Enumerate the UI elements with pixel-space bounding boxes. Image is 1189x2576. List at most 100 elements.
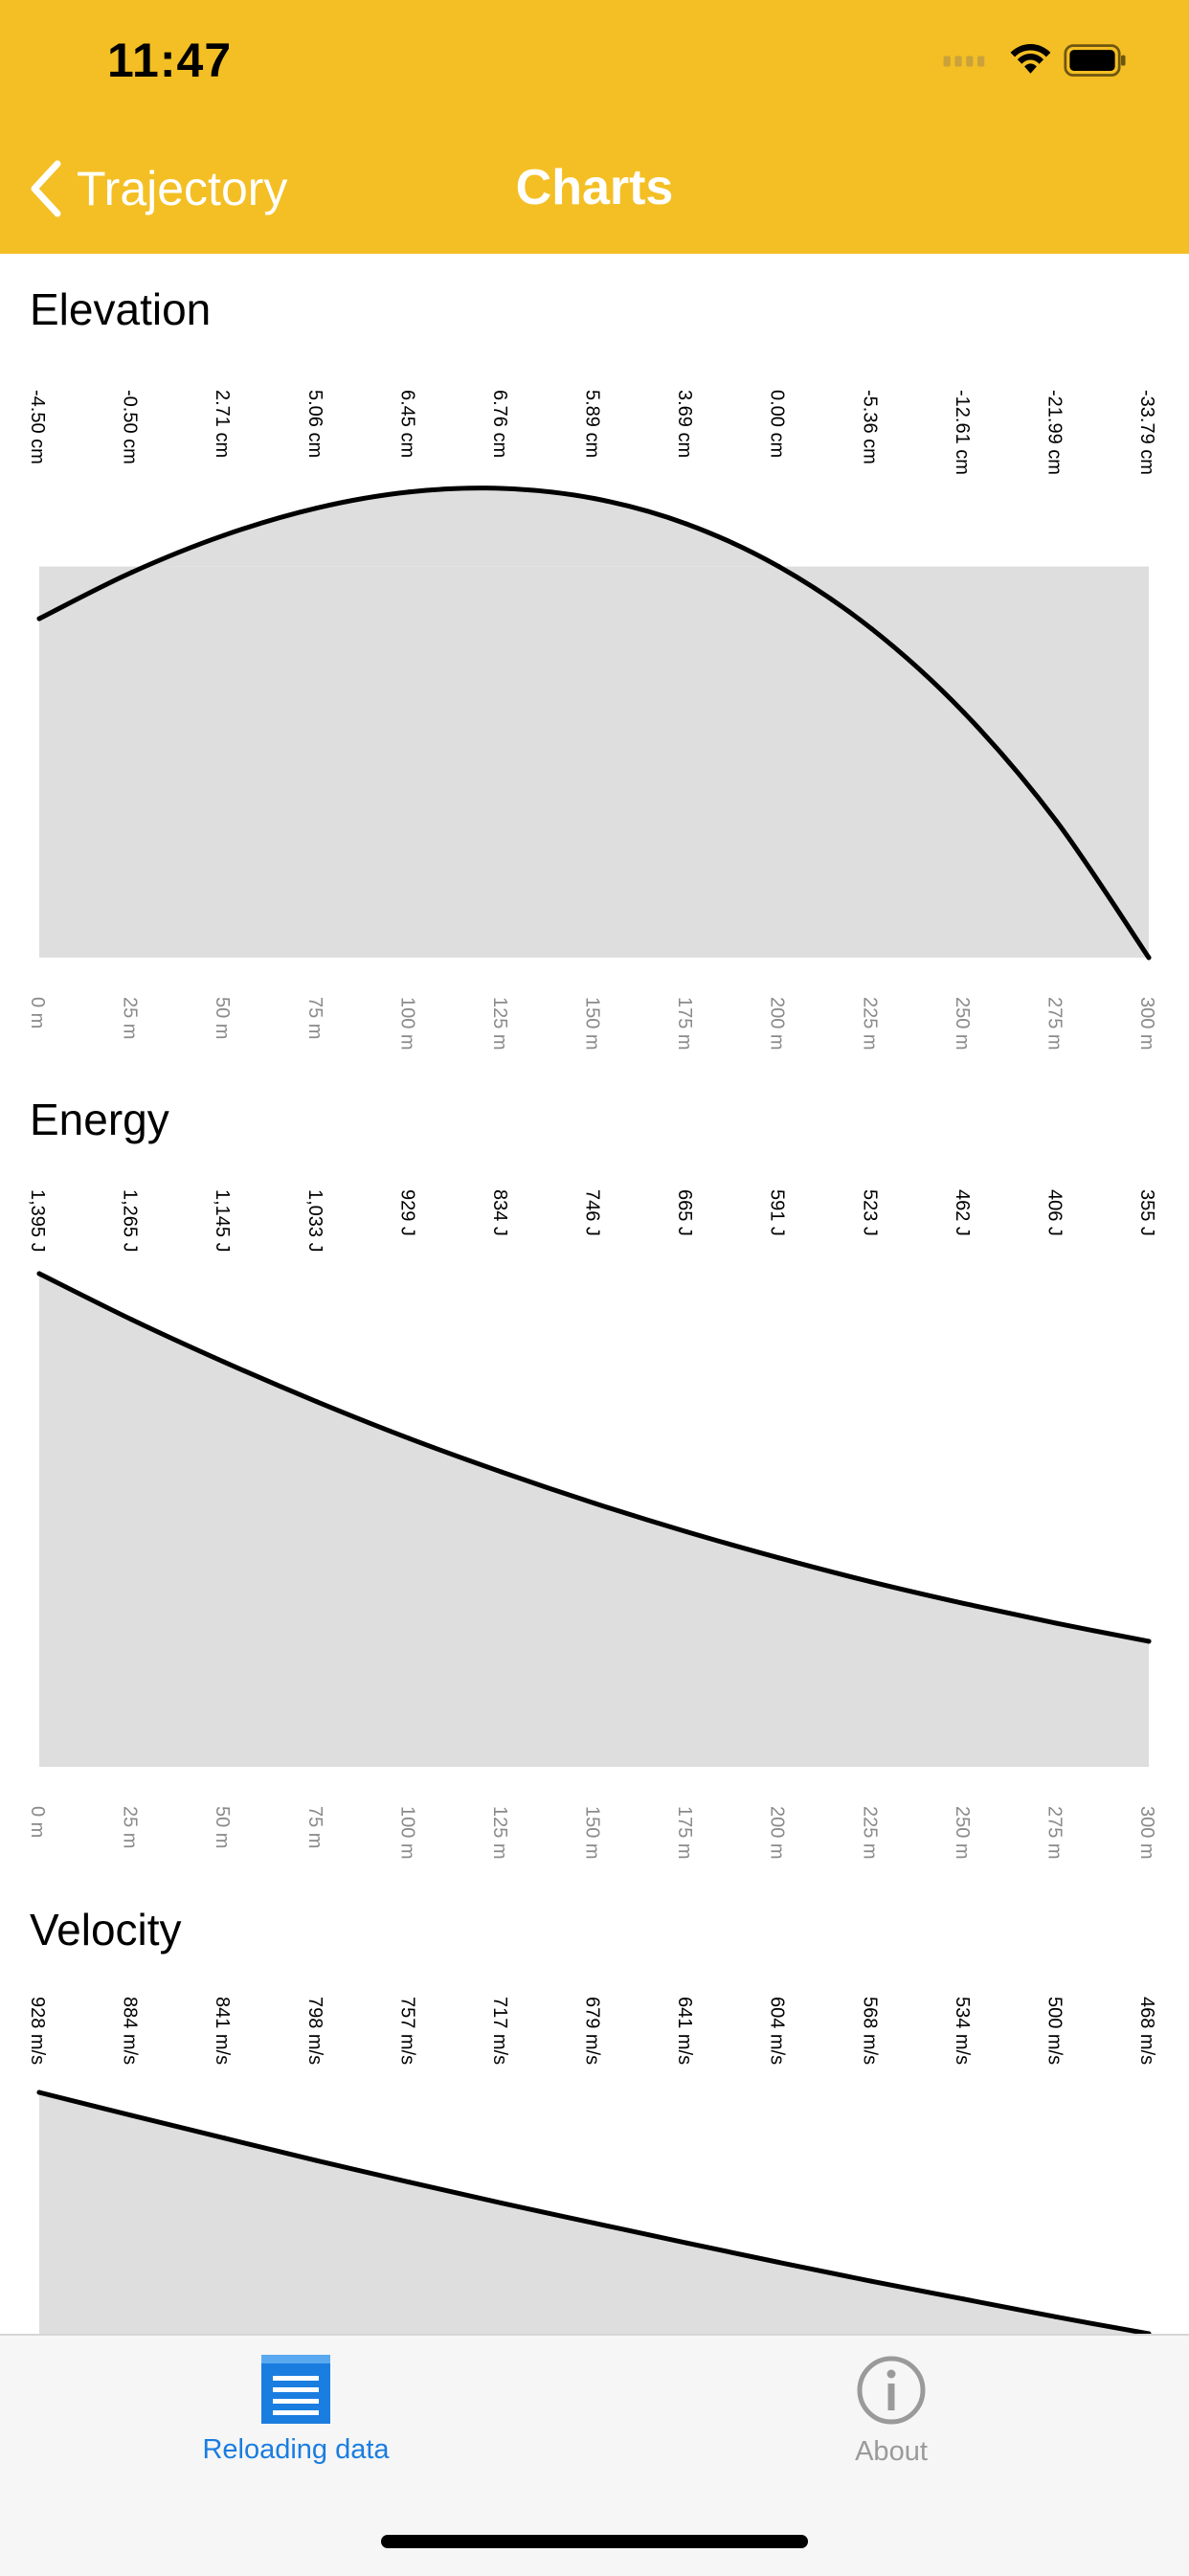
data-label: -0.50 cm <box>120 390 141 464</box>
data-point <box>868 625 874 631</box>
data-label: 568 m/s <box>859 1997 880 2065</box>
data-label: 641 m/s <box>674 1997 695 2065</box>
plot-area <box>36 1271 1152 1767</box>
status-icons <box>943 44 1126 77</box>
data-point <box>314 1399 320 1405</box>
plot-area <box>36 486 1152 960</box>
data-point <box>36 2090 42 2095</box>
status-time: 11:47 <box>107 34 233 87</box>
data-label: 604 m/s <box>767 1997 788 2065</box>
tab-label-about: About <box>855 2436 928 2467</box>
x-tick-label: 250 m <box>952 1806 973 1860</box>
data-point <box>961 710 967 715</box>
x-tick-label: 0 m <box>27 1806 48 1838</box>
energy-chart: 1,395 J 1,265 J 1,145 J 1,033 J 929 J 834 J 74… <box>27 1189 1157 1860</box>
data-point <box>1146 2331 1152 2334</box>
page-title: Charts <box>515 160 674 215</box>
x-tick-label: 200 m <box>767 1806 788 1860</box>
data-point <box>129 570 135 576</box>
data-label: 1,145 J <box>212 1189 233 1253</box>
data-point <box>314 2158 320 2163</box>
data-point <box>1053 1620 1059 1626</box>
data-label: 746 J <box>582 1189 603 1236</box>
data-point <box>592 2220 596 2226</box>
plot-area <box>36 2090 1152 2334</box>
data-label: 523 J <box>859 1189 880 1236</box>
chart-title-energy: Energy <box>30 1095 169 1144</box>
data-label: -21.99 cm <box>1043 390 1065 475</box>
data-label: 406 J <box>1043 1189 1065 1236</box>
x-tick-label: 25 m <box>120 997 141 1039</box>
data-point <box>406 489 412 495</box>
data-label: 798 m/s <box>304 1997 325 2065</box>
x-tick-label: 175 m <box>674 1806 695 1860</box>
x-tick-label: 250 m <box>952 997 973 1051</box>
data-label: -5.36 cm <box>859 390 880 464</box>
data-label: 928 m/s <box>27 1997 48 2065</box>
data-point <box>499 1469 505 1475</box>
data-point <box>868 2278 874 2284</box>
data-label: 5.06 cm <box>304 390 325 458</box>
elevation-chart: -4.50 cm -0.50 cm 2.71 cm 5.06 cm 6.45 cm 6.7… <box>27 390 1157 1051</box>
x-tick-label: 225 m <box>859 997 880 1051</box>
x-tick-label: 75 m <box>304 1806 325 1848</box>
data-point <box>129 1317 135 1322</box>
area-fill <box>39 2092 1149 2334</box>
x-tick-label: 150 m <box>582 1806 603 1860</box>
chart-title-elevation: Elevation <box>30 284 212 334</box>
data-point <box>684 521 689 527</box>
data-label: 5.89 cm <box>582 390 603 458</box>
list-icon <box>261 2355 330 2424</box>
data-label: 757 m/s <box>396 1997 417 2065</box>
chevron-left-icon <box>31 160 61 217</box>
data-point <box>1146 955 1152 960</box>
data-label: 591 J <box>767 1189 788 1236</box>
data-point <box>406 2180 412 2185</box>
x-tick-label: 275 m <box>1043 997 1065 1051</box>
data-point <box>961 1600 967 1606</box>
x-tick-label: 225 m <box>859 1806 880 1860</box>
area-fill <box>39 1274 1149 1767</box>
data-label: 1,265 J <box>120 1189 141 1253</box>
x-tick-label: 300 m <box>1136 1806 1157 1860</box>
data-point <box>776 1555 782 1561</box>
cellular-signal-icon <box>943 56 985 67</box>
data-label: 6.76 cm <box>489 390 510 458</box>
data-label: 1,033 J <box>304 1189 325 1253</box>
data-point <box>36 1271 42 1277</box>
data-label: 884 m/s <box>120 1997 141 2065</box>
data-point <box>592 496 596 502</box>
data-point <box>499 486 505 491</box>
data-point <box>1053 2314 1059 2319</box>
data-point <box>961 2296 967 2302</box>
tab-about[interactable]: About <box>748 2355 1035 2468</box>
data-label: 462 J <box>952 1189 973 1236</box>
data-label: 2.71 cm <box>212 390 233 458</box>
data-label: 929 J <box>396 1189 417 1236</box>
chart-title-velocity: Velocity <box>30 1905 182 1955</box>
data-label: 468 m/s <box>1136 1997 1157 2065</box>
x-tick-label: 100 m <box>396 1806 417 1860</box>
data-label: 679 m/s <box>582 1997 603 2065</box>
x-tick-label: 150 m <box>582 997 603 1051</box>
back-button-label: Trajectory <box>77 162 288 215</box>
data-label: 3.69 cm <box>674 390 695 458</box>
data-label: 841 m/s <box>212 1997 233 2065</box>
data-label: 6.45 cm <box>396 390 417 458</box>
data-point <box>684 1528 689 1534</box>
back-button[interactable]: Trajectory <box>29 155 287 222</box>
navigation-header: 11:47 Trajectory Charts <box>0 0 1189 254</box>
x-tick-label: 125 m <box>489 997 510 1051</box>
data-label: 534 m/s <box>952 1997 973 2065</box>
data-point <box>129 2113 135 2118</box>
x-tick-label: 50 m <box>212 997 233 1039</box>
data-point <box>36 616 42 621</box>
data-label: -33.79 cm <box>1136 390 1157 475</box>
tab-reloading-data[interactable]: Reloading data <box>152 2355 439 2466</box>
data-point <box>868 1579 874 1585</box>
wifi-icon <box>1010 44 1051 74</box>
area-fill-curve <box>39 487 1149 958</box>
data-point <box>499 2201 505 2206</box>
x-tick-label: 125 m <box>489 1806 510 1860</box>
data-label: 717 m/s <box>489 1997 510 2065</box>
